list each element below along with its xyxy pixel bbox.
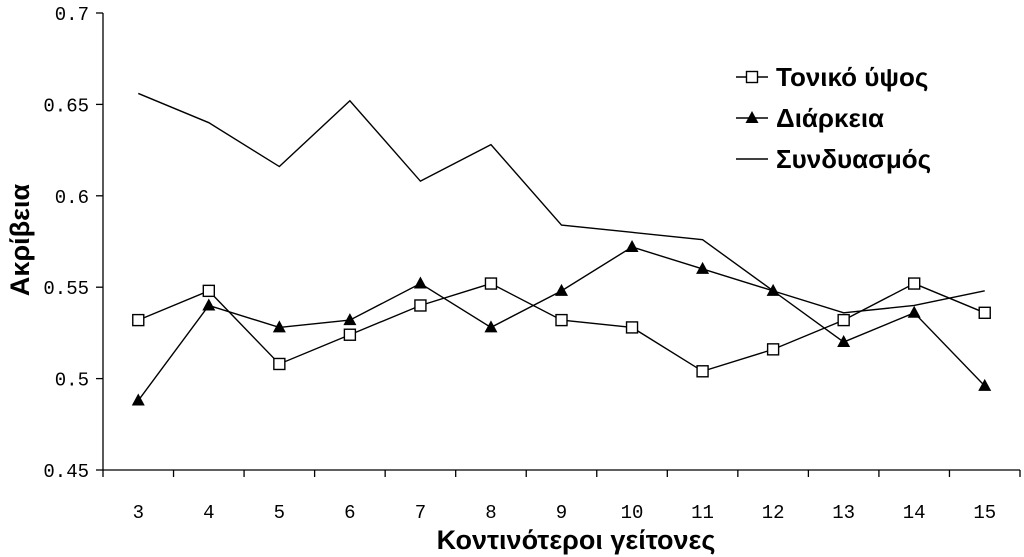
triangle-marker	[745, 111, 759, 123]
square-marker	[745, 70, 759, 84]
triangle-marker	[202, 298, 216, 311]
series-1	[132, 277, 991, 378]
triangle-marker	[555, 283, 568, 296]
series-3	[138, 92, 985, 314]
x-tick-label: 6	[344, 502, 355, 524]
y-tick-label: 0.65	[43, 95, 89, 117]
series-line	[138, 92, 985, 314]
square-marker	[484, 277, 498, 290]
legend-item: Συνδυασμός	[736, 144, 931, 174]
triangle-marker	[696, 261, 710, 274]
legend: Τονικό ύψος Διάρκεια Συνδυασμός	[736, 62, 931, 174]
x-tick-label: 14	[903, 502, 926, 524]
x-axis-title: Κοντινότεροι γείτονες	[437, 525, 716, 555]
x-tick-label: 12	[762, 502, 785, 524]
y-tick-label: 0.45	[43, 461, 89, 483]
series-line	[138, 282, 985, 373]
triangle-marker	[837, 335, 851, 348]
legend-label: Διάρκεια	[776, 103, 884, 133]
square-marker	[978, 306, 991, 319]
x-tick-label: 5	[274, 502, 285, 524]
triangle-marker	[413, 276, 427, 289]
legend-item: Διάρκεια	[736, 103, 884, 133]
y-axis-ticks: 0.45 0.5 0.55 0.6 0.65 0.7	[43, 4, 103, 483]
square-marker	[837, 313, 850, 327]
y-tick-label: 0.6	[55, 187, 89, 209]
square-marker	[273, 357, 286, 371]
triangle-marker	[766, 283, 780, 296]
triangle-marker	[343, 313, 357, 326]
x-tick-label: 3	[133, 502, 144, 524]
legend-label: Τονικό ύψος	[776, 62, 928, 92]
y-tick-label: 0.5	[55, 370, 89, 392]
x-tick-label: 11	[691, 502, 714, 524]
square-marker	[766, 343, 780, 356]
x-tick-label: 8	[485, 502, 496, 524]
y-axis-title: Ακρίβεια	[5, 184, 35, 297]
triangle-marker	[625, 239, 639, 252]
chart-axes	[102, 13, 1020, 471]
triangle-marker	[978, 378, 992, 391]
triangle-marker	[484, 320, 498, 333]
y-tick-label: 0.55	[43, 278, 89, 300]
x-tick-label: 10	[621, 502, 644, 524]
square-marker	[696, 365, 709, 378]
x-tick-label: 9	[556, 502, 567, 524]
x-tick-label: 15	[973, 502, 996, 524]
y-tick-label: 0.7	[55, 4, 89, 26]
square-marker	[414, 299, 427, 312]
square-marker	[343, 328, 357, 341]
square-marker	[555, 313, 568, 327]
x-axis-ticks: 3 4 5 6 7 8 9 10 11 12 13 14 15	[102, 470, 1021, 524]
square-marker	[132, 313, 145, 327]
x-tick-label: 4	[203, 502, 214, 524]
triangle-marker	[272, 320, 286, 333]
legend-item: Τονικό ύψος	[736, 62, 928, 92]
triangle-marker	[907, 305, 921, 318]
square-marker	[202, 284, 216, 298]
x-tick-label: 7	[415, 502, 426, 524]
series-2	[131, 239, 992, 406]
triangle-marker	[131, 393, 145, 406]
legend-label: Συνδυασμός	[776, 144, 931, 174]
x-tick-label: 13	[832, 502, 855, 524]
series-layer	[131, 92, 992, 406]
square-marker	[625, 321, 639, 334]
square-marker	[907, 277, 921, 290]
